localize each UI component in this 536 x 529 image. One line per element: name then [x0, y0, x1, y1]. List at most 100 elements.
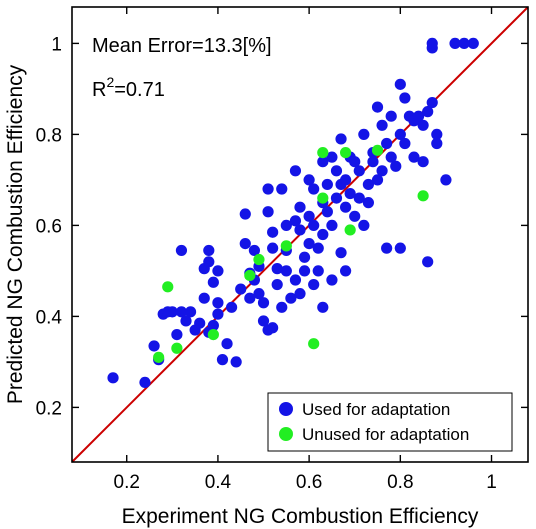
data-point-used: [294, 224, 306, 236]
data-point-used: [394, 242, 406, 254]
data-point-used: [235, 283, 247, 295]
data-point-used: [212, 265, 224, 277]
data-point-used: [257, 297, 270, 309]
data-point-used: [194, 317, 206, 329]
data-point-used: [298, 251, 311, 263]
data-point-used: [294, 201, 306, 213]
data-point-used: [422, 106, 434, 118]
data-point-used: [362, 197, 374, 209]
data-point-unused: [253, 253, 265, 266]
legend-label-used: Used for adaptation: [302, 400, 450, 419]
data-point-used: [308, 219, 320, 231]
data-point-used: [107, 372, 119, 384]
data-point-used: [267, 322, 279, 334]
data-point-used: [349, 210, 361, 222]
x-tick-label: 0.8: [387, 472, 413, 493]
data-point-used: [417, 119, 429, 131]
y-axis-label: Predicted NG Combustion Efficiency: [4, 64, 27, 404]
data-point-used: [239, 238, 251, 250]
data-point-used: [253, 288, 265, 300]
data-point-used: [180, 315, 192, 327]
data-point-used: [335, 133, 347, 145]
data-point-used: [385, 151, 397, 163]
data-point-used: [312, 242, 324, 254]
y-tick-label: 1: [51, 34, 62, 55]
data-point-used: [390, 160, 402, 172]
x-tick-label: 0.6: [296, 472, 322, 493]
data-point-used: [289, 165, 302, 177]
data-point-used: [321, 206, 333, 218]
data-point-unused: [171, 342, 183, 354]
data-point-used: [335, 247, 347, 259]
y-tick-label: 0.6: [36, 216, 62, 237]
data-point-used: [216, 354, 229, 366]
data-point-used: [203, 256, 215, 268]
data-point-used: [376, 119, 388, 131]
data-point-unused: [371, 144, 384, 156]
x-tick-label: 0.2: [114, 472, 140, 493]
data-point-used: [207, 276, 219, 288]
r-squared-annotation: R2=0.71: [92, 74, 165, 101]
data-point-used: [367, 156, 379, 168]
data-point-used: [426, 96, 438, 109]
r-squared-prefix: R: [92, 79, 106, 101]
data-point-used: [276, 301, 288, 313]
legend: Used for adaptation Unused for adaptatio…: [267, 392, 513, 452]
data-point-used: [317, 301, 329, 313]
ticks-layer: 0.2 0.4 0.6 0.8 1 0.2 0.4 0.6 0.8 1: [36, 7, 528, 493]
data-point-used: [371, 174, 384, 186]
data-point-used: [262, 206, 274, 218]
data-point-used: [267, 226, 279, 238]
data-point-used: [226, 301, 238, 313]
data-point-used: [358, 219, 370, 231]
data-point-used: [449, 37, 461, 50]
data-point-unused: [317, 192, 329, 204]
r-squared-value: =0.71: [114, 79, 165, 101]
data-point-used: [362, 178, 374, 191]
data-point-used: [248, 244, 260, 257]
data-point-used: [422, 256, 434, 268]
data-point-unused: [340, 147, 352, 159]
data-point-used: [326, 274, 338, 286]
data-point-used: [344, 187, 356, 200]
data-point-used: [212, 308, 224, 320]
data-point-used: [431, 137, 443, 150]
data-point-used: [294, 288, 306, 300]
data-point-used: [262, 183, 274, 195]
data-point-used: [280, 219, 292, 231]
data-point-used: [285, 292, 297, 304]
x-tick-label: 1: [486, 472, 497, 493]
mean-error-annotation: Mean Error=13.3[%]: [92, 35, 272, 57]
data-point-used: [349, 156, 361, 168]
y-tick-label: 0.8: [36, 125, 62, 146]
data-point-used: [230, 356, 242, 368]
data-point-used: [399, 137, 411, 150]
data-point-used: [276, 183, 288, 195]
data-point-used: [426, 37, 438, 50]
data-point-used: [271, 278, 283, 291]
y-tick-label: 0.2: [36, 398, 62, 419]
data-point-used: [326, 219, 338, 231]
data-point-used: [371, 101, 384, 113]
data-point-unused: [244, 269, 256, 282]
data-point-used: [330, 192, 343, 204]
data-point-unused: [417, 190, 429, 202]
data-point-used: [376, 165, 388, 177]
x-tick-label: 0.4: [205, 472, 232, 493]
data-point-unused: [308, 338, 320, 350]
data-point-used: [440, 174, 452, 186]
data-point-used: [308, 278, 320, 291]
data-point-used: [166, 306, 178, 318]
data-point-used: [303, 238, 315, 250]
data-point-used: [298, 265, 311, 277]
data-point-used: [148, 340, 160, 352]
data-point-used: [271, 263, 283, 275]
data-point-used: [340, 201, 352, 213]
data-point-used: [394, 78, 406, 90]
data-point-used: [330, 165, 343, 177]
plot-frame: [71, 6, 529, 463]
legend-marker-used: [279, 402, 293, 416]
data-point-used: [139, 376, 151, 388]
data-point-used: [207, 319, 219, 332]
